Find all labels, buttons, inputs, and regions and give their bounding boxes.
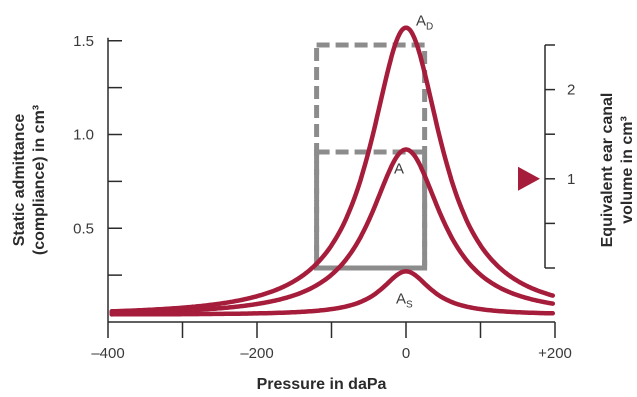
- axes: 1.5 1.0 0.5 –400 –200 0 +200 2 1: [73, 33, 575, 362]
- tympanogram-curves: [109, 25, 556, 317]
- curve-a: [109, 147, 556, 315]
- x-tick-label: –400: [91, 345, 124, 362]
- x-axis-title: Pressure in daPa: [257, 376, 387, 393]
- canal-volume-box-0: [314, 42, 428, 271]
- canal-volume-marker: [518, 166, 540, 191]
- x-tick-label: 0: [402, 345, 410, 362]
- x-tick-label: –200: [240, 345, 273, 362]
- curve-as: [109, 269, 556, 317]
- curve-ad: [109, 25, 556, 314]
- y-tick-label: 0.5: [73, 220, 94, 237]
- curve-label-as: AS: [396, 290, 413, 310]
- curve-label-a: A: [394, 161, 404, 178]
- y2-tick-label: 1: [567, 171, 575, 188]
- curve-labels: AD A AS: [394, 13, 433, 311]
- y2-axis-title: Equivalent ear canal volume in cm³: [599, 93, 636, 248]
- y-tick-label: 1.5: [73, 33, 94, 50]
- y-tick-label: 1.0: [73, 127, 94, 144]
- y2-tick-label: 2: [567, 82, 575, 99]
- canal-volume-box-1: [314, 149, 428, 271]
- ear-canal-volume-boxes: [314, 42, 428, 271]
- x-tick-label: +200: [538, 345, 572, 362]
- axis-titles: Pressure in daPa Static admittance (compli…: [11, 93, 636, 393]
- curve-label-ad: AD: [416, 13, 433, 33]
- y-axis-title: Static admittance (compliance) in cm³: [11, 105, 48, 255]
